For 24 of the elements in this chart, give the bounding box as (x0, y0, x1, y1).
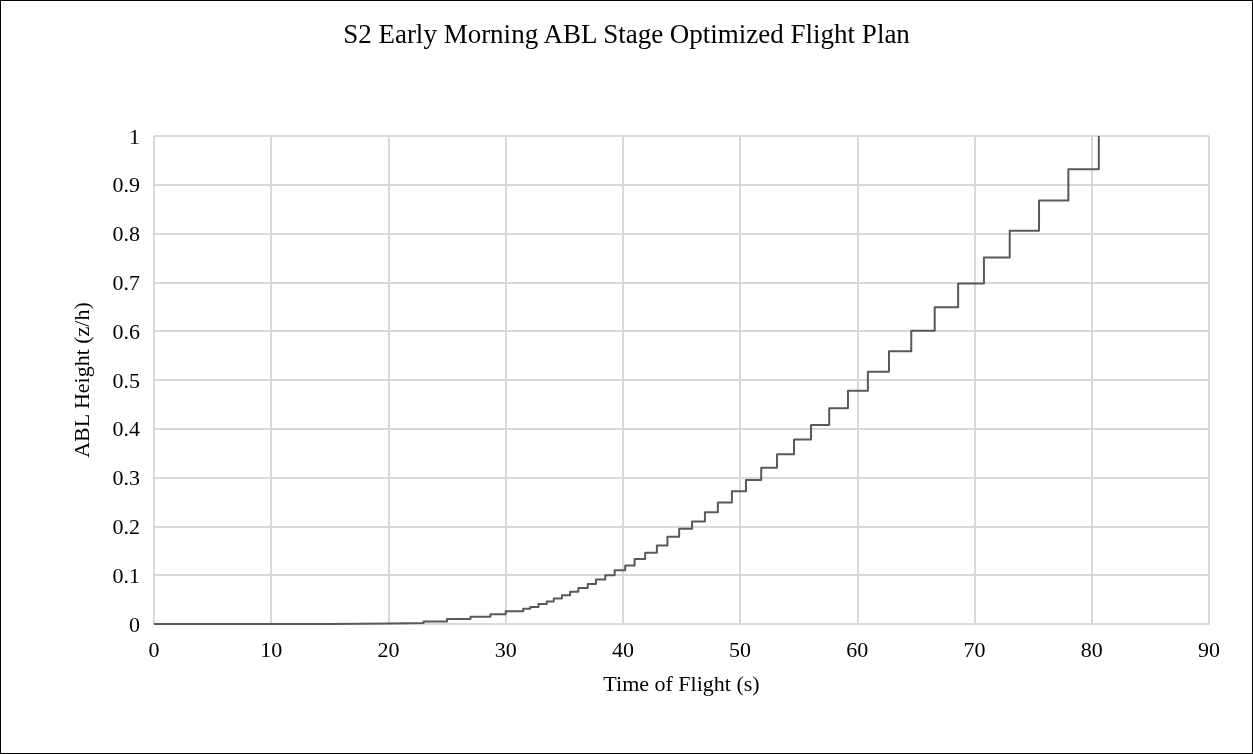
x-tick-label: 90 (1198, 636, 1220, 662)
y-tick-label: 0.2 (112, 513, 140, 539)
x-tick-label: 10 (260, 636, 283, 662)
y-tick-label: 0.7 (112, 269, 140, 295)
y-tick-label: 0.8 (112, 221, 140, 247)
x-tick-label: 70 (963, 636, 986, 662)
y-tick-label: 0 (129, 611, 140, 637)
y-tick-label: 0.9 (112, 172, 140, 198)
y-tick-label: 0.6 (112, 318, 140, 344)
chart-title: S2 Early Morning ABL Stage Optimized Flight Plan (343, 18, 911, 49)
x-tick-label: 80 (1080, 636, 1103, 662)
y-axis-title: ABL Height (z/h) (68, 302, 94, 458)
y-tick-label: 0.4 (112, 416, 140, 442)
x-tick-label: 0 (148, 636, 160, 662)
y-tick-label: 0.1 (112, 562, 140, 588)
x-tick-label: 60 (846, 636, 869, 662)
x-axis-title: Time of Flight (s) (603, 670, 760, 696)
y-tick-label: 1 (129, 123, 140, 149)
x-tick-label: 20 (377, 636, 400, 662)
y-tick-label: 0.3 (112, 465, 140, 491)
y-tick-label: 0.5 (112, 367, 140, 393)
x-tick-label: 50 (729, 636, 752, 662)
x-tick-label: 30 (494, 636, 517, 662)
x-tick-label: 40 (611, 636, 634, 662)
